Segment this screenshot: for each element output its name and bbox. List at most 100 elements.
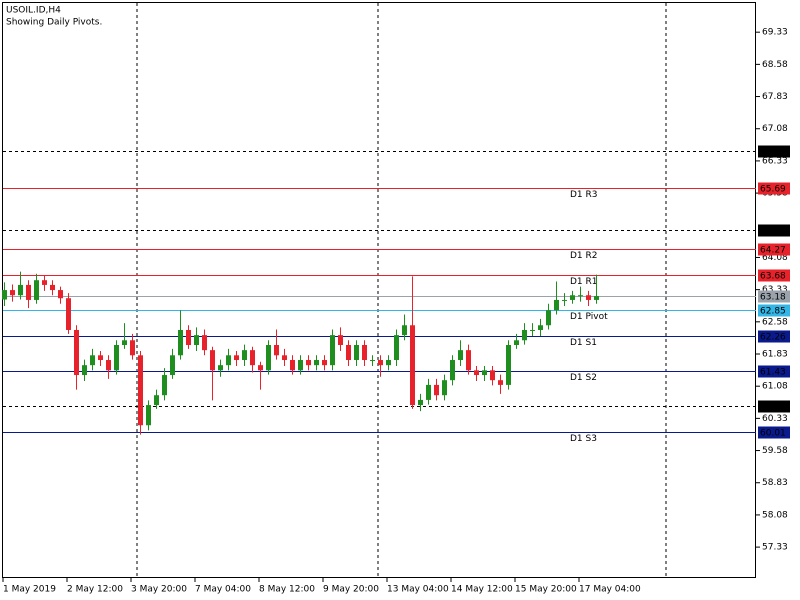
price-label-box <box>758 182 790 195</box>
candle-body <box>386 360 391 366</box>
level-label: D1 R1 <box>570 277 598 287</box>
x-tick-label: 2 May 12:00 <box>67 585 123 595</box>
candle-body <box>578 295 583 297</box>
price-label-box <box>758 426 790 439</box>
candle-body <box>562 299 567 301</box>
candle-body <box>250 350 255 366</box>
price-label-box <box>758 224 790 237</box>
y-tick-label: 63.33 <box>762 285 788 295</box>
price-label-box <box>758 365 790 378</box>
level-label: D1 R2 <box>570 251 598 261</box>
candle-body <box>146 405 151 426</box>
candle-body <box>394 335 399 361</box>
y-tick-label: 58.83 <box>762 478 788 488</box>
y-tick-label: 60.33 <box>762 414 788 424</box>
candle-body <box>402 325 407 336</box>
candle-body <box>306 360 311 366</box>
candle-body <box>178 329 183 356</box>
candle-body <box>410 325 415 406</box>
candle-body <box>514 340 519 345</box>
candle-body <box>530 329 535 331</box>
y-tick-label: 67.08 <box>762 124 788 134</box>
candle-body <box>322 360 327 366</box>
x-tick-label: 15 May 20:00 <box>515 585 577 595</box>
x-tick-label: 14 May 12:00 <box>451 585 513 595</box>
price-label-box <box>758 243 790 256</box>
candle-body <box>258 365 263 371</box>
candle-body <box>482 370 487 376</box>
price-label: 60.01 <box>760 429 786 439</box>
y-tick-label: 62.58 <box>762 317 788 327</box>
candle-body <box>122 340 127 345</box>
y-tick-label: 57.33 <box>762 543 788 553</box>
candle-body <box>378 360 383 366</box>
y-tick-label: 69.33 <box>762 28 788 38</box>
candle-body <box>538 325 543 330</box>
candle-body <box>554 299 559 311</box>
level-label: D1 S2 <box>570 373 597 383</box>
level-label: D1 S1 <box>570 338 597 348</box>
price-label: 63.18 <box>760 293 786 303</box>
chart-title: USOIL.ID,H4 <box>6 6 61 16</box>
y-tick-label: 61.83 <box>762 350 788 360</box>
price-label: 62.26 <box>760 333 786 343</box>
candle-body <box>18 284 23 296</box>
candle-body <box>162 375 167 396</box>
plot-frame <box>2 2 756 578</box>
candle-body <box>522 329 527 341</box>
candle-body <box>106 360 111 371</box>
candle-body <box>506 344 511 385</box>
y-tick-label: 64.08 <box>762 253 788 263</box>
candle-body <box>234 355 239 361</box>
price-label: 61.43 <box>760 368 786 378</box>
candle-body <box>298 360 303 371</box>
candle-body <box>90 355 95 366</box>
candle-body <box>450 360 455 381</box>
candle-body <box>186 329 191 345</box>
candle-body <box>50 284 55 291</box>
price-label-box <box>758 304 790 317</box>
candle-body <box>34 280 39 300</box>
candle-body <box>42 280 47 285</box>
candle-body <box>498 380 503 385</box>
candle-body <box>338 335 343 345</box>
candle-body <box>434 384 439 396</box>
x-tick-label: 17 May 04:00 <box>579 585 641 595</box>
y-tick-label: 61.08 <box>762 382 788 392</box>
level-label: D1 Pivot <box>570 312 608 322</box>
price-label-box <box>758 400 790 413</box>
candle-body <box>82 365 87 376</box>
candle-body <box>2 290 7 300</box>
candle-body <box>98 355 103 361</box>
y-tick-label: 66.33 <box>762 156 788 166</box>
x-tick-label: 13 May 04:00 <box>387 585 449 595</box>
candle-body <box>314 360 319 366</box>
x-tick-label: 7 May 04:00 <box>195 585 251 595</box>
price-label: 64.73 <box>760 227 786 237</box>
level-label: D1 S3 <box>570 434 597 444</box>
y-tick-label: 58.08 <box>762 510 788 520</box>
candle-body <box>138 355 143 426</box>
candle-body <box>194 335 199 345</box>
y-tick-label: 67.83 <box>762 92 788 102</box>
candle-body <box>490 370 495 381</box>
x-tick-label: 9 May 20:00 <box>323 585 379 595</box>
candle-body <box>282 355 287 361</box>
price-label: 62.85 <box>760 307 786 317</box>
x-tick-label: 8 May 12:00 <box>259 585 315 595</box>
y-tick-label: 68.58 <box>762 60 788 70</box>
candle-body <box>58 290 63 299</box>
candle-body <box>26 284 31 300</box>
candle-body <box>354 344 359 361</box>
price-label: 63.68 <box>760 272 786 282</box>
candle-body <box>130 340 135 356</box>
chart-subtitle: Showing Daily Pivots. <box>6 18 102 28</box>
candle-body <box>594 296 599 300</box>
y-tick-label: 59.58 <box>762 446 788 456</box>
candle-body <box>370 360 375 362</box>
price-label-box <box>758 269 790 282</box>
price-label: 64.27 <box>760 246 786 256</box>
price-label: 65.69 <box>760 185 786 195</box>
